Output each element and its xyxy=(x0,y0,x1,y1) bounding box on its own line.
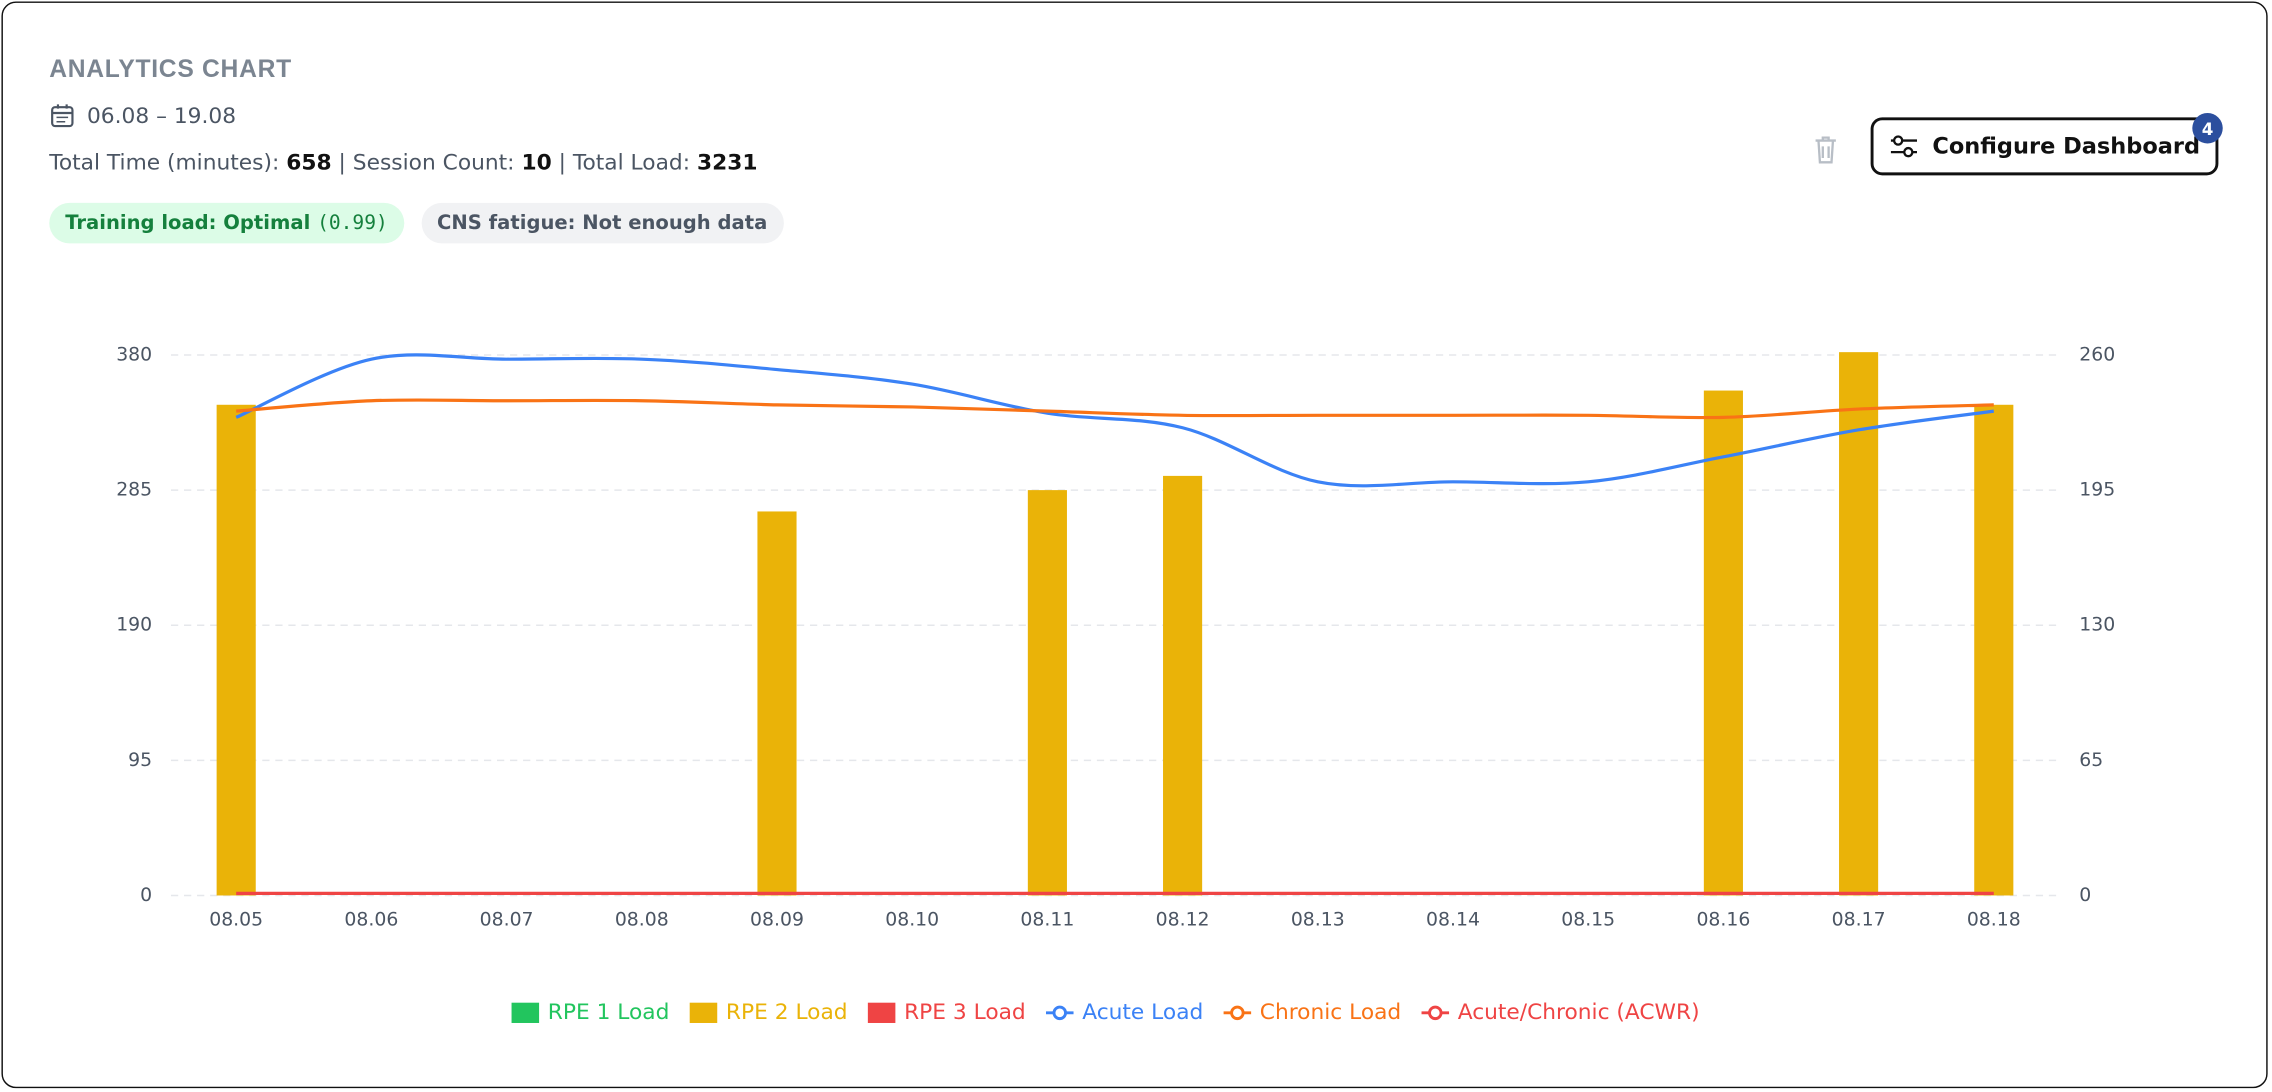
x-tick-label: 08.11 xyxy=(1020,910,1074,931)
y2-tick-label: 195 xyxy=(2079,480,2115,501)
line xyxy=(236,398,1994,420)
x-tick-label: 08.09 xyxy=(750,910,804,931)
legend-label: Chronic Load xyxy=(1260,1000,1401,1025)
y-tick-label: 285 xyxy=(116,480,152,501)
badge-label: Training load: Optimal xyxy=(65,211,311,235)
line xyxy=(235,353,1995,488)
configure-button[interactable]: Configure Dashboard xyxy=(1870,117,2219,176)
bar xyxy=(757,511,797,896)
legend-swatch xyxy=(1052,1005,1068,1021)
x-tick-label: 08.12 xyxy=(1156,910,1210,931)
date-range: 06.08 – 19.08 xyxy=(49,103,236,129)
legend-label: RPE 1 Load xyxy=(548,1000,670,1025)
stat-label: Total Load: xyxy=(572,149,691,176)
separator: | xyxy=(558,149,566,176)
legend-item: Chronic Load xyxy=(1223,1000,1401,1025)
legend-label: RPE 3 Load xyxy=(904,1000,1026,1025)
x-tick-label: 08.05 xyxy=(209,910,263,931)
y-tick-label: 190 xyxy=(116,615,152,636)
legend-label: Acute Load xyxy=(1082,1000,1203,1025)
y-tick-label: 0 xyxy=(140,885,152,906)
delete-button[interactable] xyxy=(1811,133,1840,165)
y-tick-label: 95 xyxy=(128,750,152,771)
y2-tick-label: 0 xyxy=(2079,885,2091,906)
stat-label: Total Time (minutes): xyxy=(49,149,280,176)
badge-detail: (0.99) xyxy=(317,211,388,235)
bar xyxy=(216,404,256,896)
bar xyxy=(1703,390,1743,896)
y-tick-label: 380 xyxy=(116,345,152,366)
x-tick-label: 08.08 xyxy=(615,910,669,931)
badge: Training load: Optimal (0.99) xyxy=(49,202,404,244)
legend-item: Acute Load xyxy=(1046,1000,1203,1025)
stat-label: Session Count: xyxy=(352,149,515,176)
legend-swatch xyxy=(1428,1005,1443,1021)
legend-swatch xyxy=(867,1002,896,1023)
stat-value: 10 xyxy=(521,149,552,176)
legend-item: RPE 1 Load xyxy=(511,1000,670,1025)
y2-tick-label: 65 xyxy=(2079,750,2103,771)
legend-item: RPE 2 Load xyxy=(689,1000,848,1025)
x-tick-label: 08.14 xyxy=(1426,910,1480,931)
sliders-icon xyxy=(1890,135,1917,158)
x-tick-label: 08.16 xyxy=(1696,910,1750,931)
legend: RPE 1 Load RPE 2 Load RPE 3 Load Acute Load… xyxy=(511,1000,1700,1025)
x-tick-label: 08.17 xyxy=(1832,910,1886,931)
stat-value: 658 xyxy=(286,149,332,176)
calendar-icon xyxy=(51,104,74,128)
button-label: Configure Dashboard xyxy=(1932,133,2201,160)
y2-tick-label: 260 xyxy=(2079,345,2115,366)
stats: Total Time (minutes): 658 | Session Coun… xyxy=(49,149,757,175)
legend-swatch xyxy=(689,1002,718,1023)
x-tick-label: 08.06 xyxy=(344,910,398,931)
separator: | xyxy=(338,149,346,176)
y2-tick-label: 130 xyxy=(2079,615,2115,636)
x-tick-label: 08.10 xyxy=(885,910,939,931)
legend-item: Acute/Chronic (ACWR) xyxy=(1421,1000,1700,1025)
bar xyxy=(1974,404,2014,896)
legend-swatch xyxy=(1230,1005,1245,1021)
legend-swatch xyxy=(511,1002,540,1023)
date-text: 06.08 – 19.08 xyxy=(86,102,237,129)
stat-value: 3231 xyxy=(696,149,758,176)
x-tick-label: 08.07 xyxy=(480,910,534,931)
badge-label: CNS fatigue: Not enough data xyxy=(437,211,768,235)
bar xyxy=(1163,475,1203,896)
legend-item: RPE 3 Load xyxy=(867,1000,1026,1025)
legend-label: RPE 2 Load xyxy=(726,1000,848,1025)
badge: CNS fatigue: Not enough data xyxy=(421,202,784,244)
bar xyxy=(1027,490,1067,896)
legend-label: Acute/Chronic (ACWR) xyxy=(1458,1000,1700,1025)
badges: Training load: Optimal (0.99) CNS fatigu… xyxy=(49,202,784,244)
x-tick-label: 08.18 xyxy=(1967,910,2021,931)
bar xyxy=(1839,352,1879,896)
x-tick-label: 08.13 xyxy=(1291,910,1345,931)
x-tick-label: 08.15 xyxy=(1561,910,1615,931)
notification-count: 4 xyxy=(2192,113,2223,144)
title: ANALYTICS CHART xyxy=(49,55,292,83)
